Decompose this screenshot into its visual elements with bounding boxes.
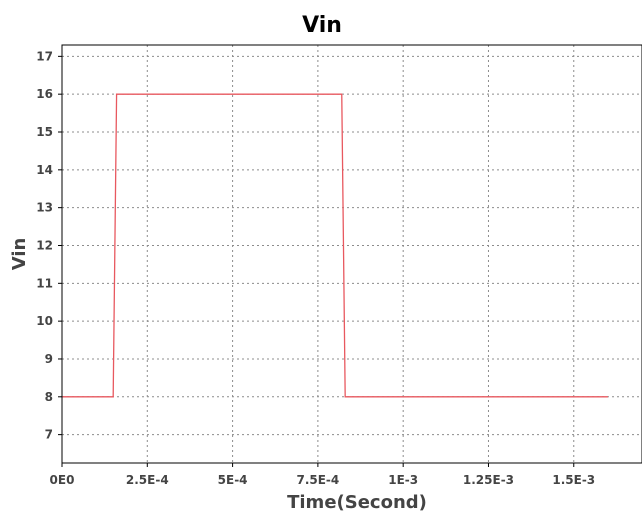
y-tick-label: 17 — [36, 49, 53, 63]
y-tick-label: 15 — [36, 125, 53, 139]
y-tick-label: 12 — [36, 238, 53, 252]
y-axis-label: Vin — [9, 238, 30, 271]
series-line — [62, 93, 608, 398]
x-tick-label: 1E-3 — [388, 473, 418, 487]
y-tick-label: 10 — [36, 314, 53, 328]
y-tick-label: 11 — [36, 276, 53, 290]
x-tick-label: 1.25E-3 — [463, 473, 514, 487]
x-tick-label: 2.5E-4 — [126, 473, 169, 487]
y-tick-label: 16 — [36, 87, 53, 101]
x-axis-ticks: 0E0 2.5E-4 5E-4 7.5E-4 1E-3 1.25E-3 1.5E-3 — [50, 463, 595, 487]
x-tick-label: 7.5E-4 — [296, 473, 339, 487]
y-axis-ticks: 7 8 9 10 11 12 13 14 15 16 17 — [36, 49, 62, 442]
series-layer — [62, 93, 608, 398]
grid-lines — [62, 45, 642, 463]
chart-title: Vin — [302, 13, 342, 38]
y-tick-label: 9 — [45, 352, 53, 366]
x-tick-label: 1.5E-3 — [552, 473, 595, 487]
x-tick-label: 0E0 — [50, 473, 75, 487]
y-tick-label: 7 — [45, 428, 53, 442]
plot-frame — [61, 44, 642, 464]
y-tick-label: 14 — [36, 163, 53, 177]
x-tick-label: 5E-4 — [218, 473, 248, 487]
x-axis-label: Time(Second) — [287, 492, 427, 512]
y-tick-label: 13 — [36, 201, 53, 215]
y-tick-label: 8 — [45, 390, 53, 404]
